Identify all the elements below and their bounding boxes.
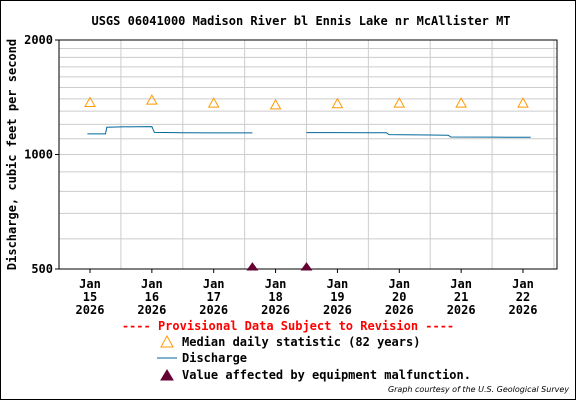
x-tick-label: 2026 (447, 303, 476, 317)
x-tick-label: 2026 (323, 303, 352, 317)
median-point (207, 97, 220, 108)
x-tick-label: 17 (206, 290, 220, 304)
malfunction-point (300, 262, 313, 271)
chart-title: USGS 06041000 Madison River bl Ennis Lak… (91, 14, 510, 28)
x-tick-label: 15 (83, 290, 97, 304)
x-tick-label: 21 (454, 290, 468, 304)
x-tick-label: 2026 (199, 303, 228, 317)
median-point (84, 96, 96, 107)
x-tick-label: 2026 (261, 303, 290, 317)
legend-label-median: Median daily statistic (82 years) (182, 335, 421, 349)
x-tick-label: Jan (450, 277, 472, 291)
median-point (331, 97, 344, 109)
usgs-courtesy-note: Graph courtesy of the U.S. Geological Su… (387, 385, 569, 394)
x-tick-label: 16 (145, 290, 159, 304)
median-point (455, 97, 467, 108)
discharge-line (306, 132, 531, 138)
x-tick-label: 18 (268, 290, 282, 304)
legend-label-discharge: Discharge (182, 351, 248, 365)
x-tick-label: 19 (330, 290, 344, 304)
x-tick-label: Jan (203, 277, 225, 291)
discharge-line-icon (156, 351, 178, 365)
legend-label-malfunction: Value affected by equipment malfunction. (182, 368, 471, 382)
median-point (269, 98, 282, 110)
legend-item-malfunction: Value affected by equipment malfunction. (156, 367, 471, 383)
median-point (517, 97, 529, 108)
x-tick-label: Jan (141, 277, 163, 291)
median-point (393, 97, 406, 108)
median-point (146, 94, 158, 105)
malfunction-point (246, 262, 259, 271)
x-tick-label: Jan (512, 277, 534, 291)
hydrograph-chart: USGS 06041000 Madison River bl Ennis Lak… (5, 14, 558, 317)
y-axis-label: Discharge, cubic feet per second (5, 39, 19, 270)
x-tick-label: 2026 (137, 303, 166, 317)
x-tick-label: 22 (516, 290, 530, 304)
median-triangle-icon (156, 334, 178, 349)
provisional-data-notice: ---- Provisional Data Subject to Revisio… (121, 319, 455, 333)
malfunction-triangle-icon (156, 368, 178, 382)
discharge-line (87, 126, 253, 135)
y-tick-label: 2000 (24, 33, 53, 47)
x-tick-label: Jan (79, 277, 101, 291)
legend-item-discharge: Discharge (156, 350, 247, 366)
x-tick-label: 2026 (76, 303, 105, 317)
x-tick-label: 2026 (509, 303, 538, 317)
y-tick-label: 1000 (24, 148, 53, 162)
grid-lines (58, 40, 557, 269)
x-tick-label: Jan (388, 277, 410, 291)
x-tick-label: 2026 (385, 303, 414, 317)
x-tick-label: 20 (392, 290, 406, 304)
x-tick-label: Jan (327, 277, 349, 291)
legend-item-median: Median daily statistic (82 years) (156, 334, 420, 350)
y-tick-label: 500 (31, 262, 53, 276)
x-tick-label: Jan (265, 277, 287, 291)
